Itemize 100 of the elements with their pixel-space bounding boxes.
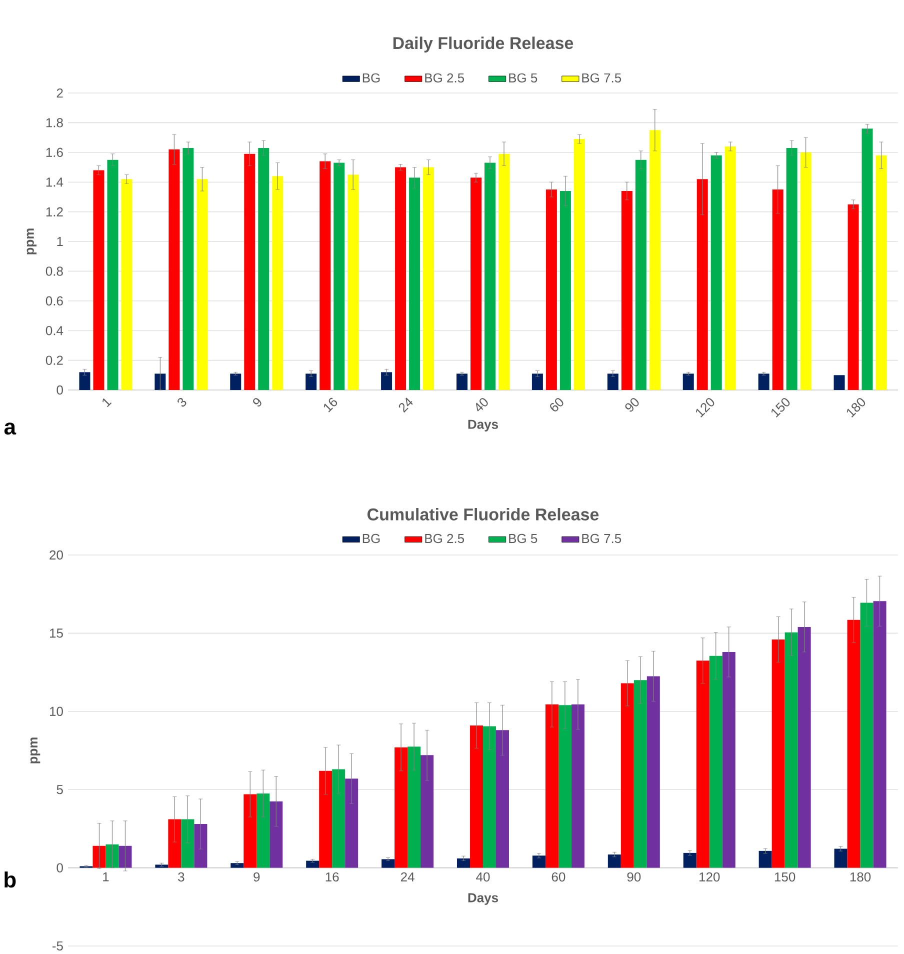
bar — [784, 632, 798, 868]
x-tick-label: 1 — [103, 872, 109, 882]
bar — [155, 864, 168, 868]
bar — [334, 162, 345, 390]
bar — [118, 846, 132, 868]
bar — [620, 683, 634, 868]
bar — [607, 374, 618, 390]
bar — [484, 162, 496, 390]
x-tick-label: 180 — [850, 872, 871, 882]
x-tick-label: 3 — [178, 872, 184, 882]
y-tick-label: 2 — [56, 88, 63, 98]
bar — [482, 726, 496, 868]
bar — [682, 374, 694, 390]
bar — [306, 374, 317, 390]
bar — [381, 372, 392, 390]
bar — [244, 154, 256, 390]
bar — [545, 704, 558, 868]
chart-title: Cumulative Fluoride Release — [367, 508, 599, 520]
x-tick-label: 24 — [398, 398, 413, 413]
bar — [395, 167, 406, 390]
bar — [696, 660, 710, 868]
bar — [532, 856, 546, 868]
y-axis-title: ppm — [26, 228, 37, 254]
legend-label: BG 2.5 — [425, 534, 464, 544]
x-axis-title: Days — [468, 893, 498, 905]
x-tick-label: 150 — [771, 398, 790, 418]
bar — [847, 620, 860, 868]
bar — [258, 148, 270, 390]
y-tick-label: 10 — [50, 706, 63, 716]
bar — [496, 730, 509, 868]
bar — [107, 160, 118, 390]
bar — [409, 178, 420, 390]
bar — [244, 794, 257, 868]
bar — [306, 860, 320, 868]
x-tick-label: 9 — [253, 398, 262, 407]
bar — [196, 179, 208, 390]
chart-title: Daily Fluoride Release — [393, 36, 574, 52]
y-tick-label: 0 — [56, 863, 63, 872]
x-axis-title: Days — [468, 420, 498, 432]
bar — [709, 656, 722, 868]
legend-label: BG — [362, 73, 380, 83]
bar — [93, 170, 104, 390]
bar — [457, 858, 470, 868]
x-tick-label: 24 — [400, 872, 414, 882]
bar — [758, 850, 772, 868]
bar — [348, 174, 359, 390]
bar — [560, 191, 571, 390]
bar — [724, 146, 736, 390]
bar — [876, 155, 887, 390]
x-tick-label: 60 — [552, 872, 566, 882]
bar — [408, 746, 421, 868]
bar — [79, 372, 90, 390]
bar — [121, 179, 132, 390]
bar — [320, 161, 331, 390]
x-tick-label: 3 — [178, 398, 186, 407]
bar — [798, 626, 811, 868]
y-tick-label: 0.2 — [46, 356, 63, 365]
x-tick-label: 60 — [550, 398, 564, 412]
bar — [608, 854, 621, 868]
bar — [862, 128, 873, 390]
bar — [621, 191, 632, 390]
bar — [772, 639, 785, 868]
bar — [834, 375, 845, 390]
bar — [634, 680, 647, 868]
bar — [420, 755, 434, 868]
y-tick-label: 15 — [50, 628, 63, 638]
x-tick-label: 90 — [625, 398, 639, 412]
y-tick-label: 0.8 — [46, 266, 63, 276]
x-tick-label: 40 — [476, 872, 490, 882]
text: b — [4, 871, 16, 888]
y-tick-label: 5 — [56, 785, 63, 794]
y-tick-label: -5 — [52, 941, 63, 951]
y-tick-label: 1.6 — [46, 148, 63, 157]
legend-label: BG 7.5 — [582, 534, 622, 544]
bar — [256, 794, 270, 868]
bar — [683, 852, 696, 868]
bar — [558, 705, 572, 868]
bar — [181, 819, 194, 868]
x-tick-label: 90 — [627, 872, 641, 882]
bar — [470, 725, 483, 868]
x-tick-label: 120 — [696, 398, 714, 418]
bar — [710, 155, 722, 390]
bar — [230, 863, 244, 868]
y-tick-label: 0 — [56, 385, 63, 395]
bar — [270, 801, 283, 868]
bar — [470, 178, 482, 390]
x-tick-label: 16 — [324, 398, 338, 412]
y-tick-label: 20 — [50, 550, 63, 560]
y-tick-label: 1.4 — [46, 178, 64, 187]
y-tick-label: 0.4 — [46, 326, 64, 336]
bar — [758, 374, 770, 390]
x-tick-label: 150 — [774, 872, 796, 882]
bar — [394, 747, 408, 868]
bar — [230, 374, 242, 390]
legend-label: BG 7.5 — [582, 73, 622, 83]
bar — [848, 204, 859, 390]
x-tick-label: 40 — [476, 398, 488, 412]
y-tick-label: 1.2 — [46, 207, 63, 216]
bar — [332, 769, 346, 868]
bar — [182, 148, 194, 390]
